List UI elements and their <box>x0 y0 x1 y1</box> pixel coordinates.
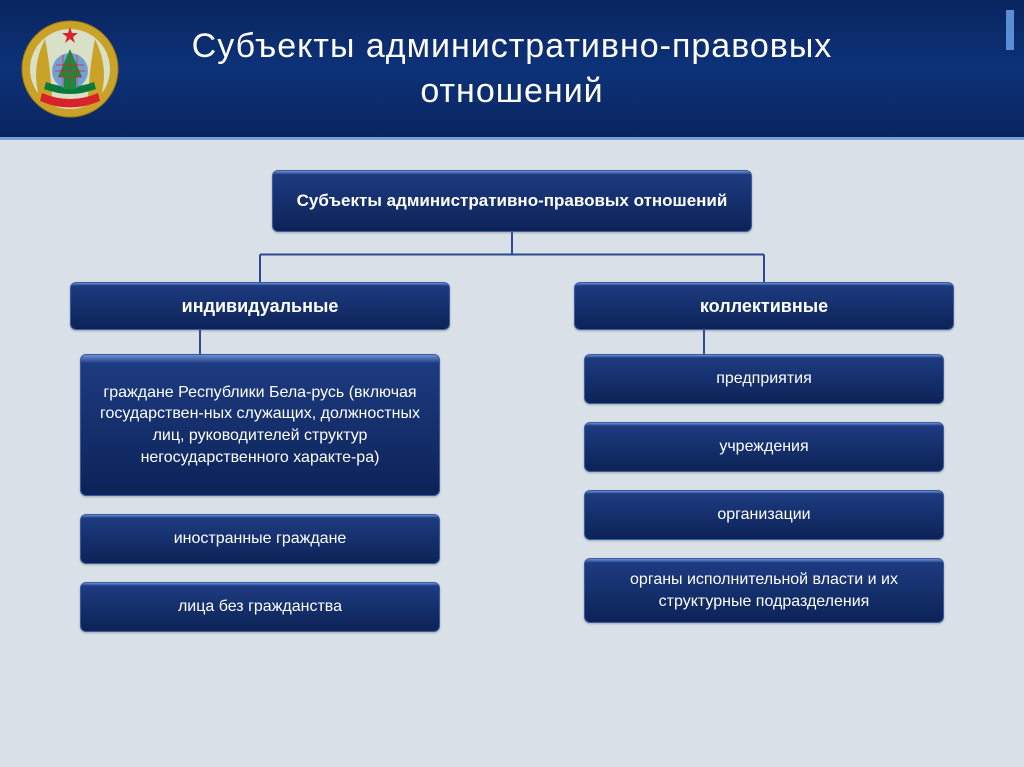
root-node: Субъекты административно-правовых отноше… <box>272 170 752 232</box>
leaf-node: организации <box>584 490 944 540</box>
connector-vert <box>70 330 450 354</box>
leaf-node: учреждения <box>584 422 944 472</box>
branch-label: коллективные <box>700 296 828 317</box>
root-label: Субъекты административно-правовых отноше… <box>297 190 728 213</box>
leaf-label: граждане Республики Бела-русь (включая г… <box>97 382 423 468</box>
org-chart: Субъекты административно-правовых отноше… <box>0 140 1024 652</box>
leaf-node: иностранные граждане <box>80 514 440 564</box>
leaf-column-right: предприятия учреждения организации орган… <box>584 354 944 623</box>
branches-row: индивидуальные граждане Республики Бела-… <box>70 282 954 632</box>
leaf-label: лица без гражданства <box>178 596 342 618</box>
page-title: Субъекты административно-правовых отноше… <box>120 24 1004 112</box>
branch-label: индивидуальные <box>182 296 339 317</box>
connector-layer-1 <box>70 232 954 282</box>
leaf-node: граждане Республики Бела-русь (включая г… <box>80 354 440 496</box>
branch-left: индивидуальные граждане Республики Бела-… <box>70 282 450 632</box>
leaf-node: органы исполнительной власти и их структ… <box>584 558 944 623</box>
header: Субъекты административно-правовых отноше… <box>0 0 1024 140</box>
state-emblem-icon <box>20 19 120 119</box>
connector-vert <box>574 330 954 354</box>
accent-bar <box>1006 10 1014 50</box>
branch-right: коллективные предприятия учреждения орга… <box>574 282 954 632</box>
leaf-label: органы исполнительной власти и их структ… <box>601 569 927 612</box>
leaf-label: организации <box>717 504 810 526</box>
leaf-label: учреждения <box>719 436 808 458</box>
leaf-label: предприятия <box>716 368 812 390</box>
leaf-label: иностранные граждане <box>174 528 347 550</box>
leaf-node: лица без гражданства <box>80 582 440 632</box>
leaf-column-left: граждане Республики Бела-русь (включая г… <box>80 354 440 632</box>
branch-node-collective: коллективные <box>574 282 954 330</box>
branch-node-individual: индивидуальные <box>70 282 450 330</box>
leaf-node: предприятия <box>584 354 944 404</box>
